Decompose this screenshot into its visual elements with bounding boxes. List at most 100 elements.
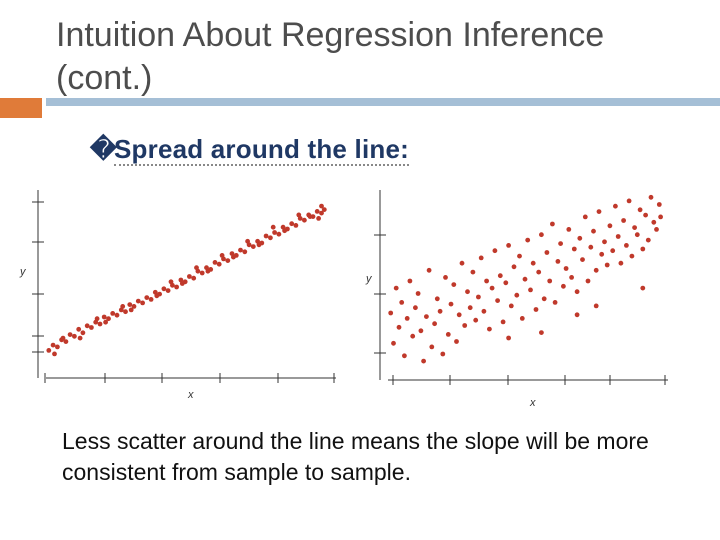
data-point — [539, 330, 544, 335]
data-point — [634, 232, 640, 238]
data-point — [84, 323, 90, 329]
data-point — [242, 249, 248, 255]
data-point — [640, 285, 646, 291]
data-point — [413, 305, 418, 311]
data-point — [588, 244, 594, 250]
data-point — [393, 285, 399, 291]
data-point — [212, 260, 218, 265]
x-axis-label: x — [529, 397, 536, 409]
data-point — [547, 278, 553, 284]
data-point — [645, 237, 651, 243]
data-point — [555, 259, 561, 264]
data-point — [495, 298, 500, 303]
data-point — [407, 278, 413, 284]
title-divider-rect — [46, 98, 720, 106]
data-point — [648, 194, 654, 200]
data-point — [497, 273, 503, 279]
data-point — [55, 344, 60, 350]
data-point — [187, 274, 192, 279]
data-point — [522, 276, 528, 282]
data-point — [489, 285, 495, 291]
data-point — [626, 198, 632, 204]
data-point — [319, 210, 324, 216]
data-point — [140, 300, 146, 306]
data-point — [268, 235, 273, 241]
data-point — [110, 311, 116, 316]
data-point — [415, 291, 421, 296]
data-point — [429, 344, 435, 350]
data-point — [270, 224, 276, 230]
data-point — [451, 282, 457, 287]
data-point — [539, 232, 544, 238]
data-point — [643, 212, 648, 218]
data-point — [517, 253, 522, 259]
data-point — [618, 260, 624, 266]
data-point — [424, 314, 429, 319]
data-point — [481, 308, 487, 314]
data-point — [596, 209, 602, 214]
data-point — [443, 275, 448, 280]
caption-text: Less scatter around the line means the s… — [62, 428, 649, 485]
data-point — [503, 280, 509, 286]
data-point — [80, 330, 86, 336]
data-point — [168, 279, 174, 285]
data-point — [533, 307, 539, 312]
data-point — [658, 214, 663, 220]
data-point — [148, 297, 154, 302]
data-point — [418, 328, 424, 334]
data-point — [640, 246, 646, 252]
data-point — [492, 248, 498, 254]
data-point — [127, 302, 133, 307]
data-point — [536, 269, 542, 275]
data-point — [571, 246, 577, 252]
data-point — [402, 353, 407, 359]
data-point — [191, 275, 197, 281]
data-point — [302, 217, 307, 223]
data-point — [574, 289, 580, 295]
data-point — [530, 260, 536, 266]
data-point — [432, 321, 437, 327]
data-point — [131, 304, 137, 309]
data-point — [50, 342, 56, 348]
data-point — [582, 214, 588, 220]
data-point — [500, 319, 506, 325]
data-point — [89, 325, 94, 330]
data-point — [135, 298, 141, 304]
low-scatter-plot: yx — [19, 190, 336, 401]
data-point — [319, 203, 324, 209]
data-point — [120, 304, 126, 309]
data-point — [76, 326, 82, 332]
data-point — [199, 270, 205, 276]
data-point — [293, 223, 299, 228]
data-point — [654, 227, 659, 232]
data-point — [525, 237, 531, 243]
y-axis-label: y — [19, 266, 27, 278]
data-point — [250, 244, 256, 249]
data-point — [77, 335, 83, 341]
data-point — [282, 228, 287, 234]
data-point — [604, 262, 610, 268]
data-point — [629, 253, 635, 259]
scatter-charts: yx yx — [19, 190, 668, 409]
data-point — [440, 351, 446, 357]
data-point — [72, 333, 77, 339]
data-point — [307, 214, 313, 219]
data-point — [454, 339, 459, 344]
data-point — [541, 296, 547, 302]
data-point — [591, 228, 596, 234]
x-axis-label: x — [187, 389, 194, 401]
data-point — [656, 202, 662, 207]
data-point — [404, 316, 410, 321]
data-point — [651, 219, 657, 225]
data-point — [528, 287, 533, 293]
data-point — [487, 326, 492, 332]
data-point — [245, 238, 251, 244]
data-point — [615, 234, 621, 239]
data-point — [613, 203, 618, 209]
data-point — [410, 333, 416, 339]
y-axis-label: y — [365, 273, 373, 285]
data-point — [46, 348, 52, 353]
data-point — [473, 317, 479, 323]
data-point — [566, 227, 572, 232]
data-point — [60, 335, 66, 341]
